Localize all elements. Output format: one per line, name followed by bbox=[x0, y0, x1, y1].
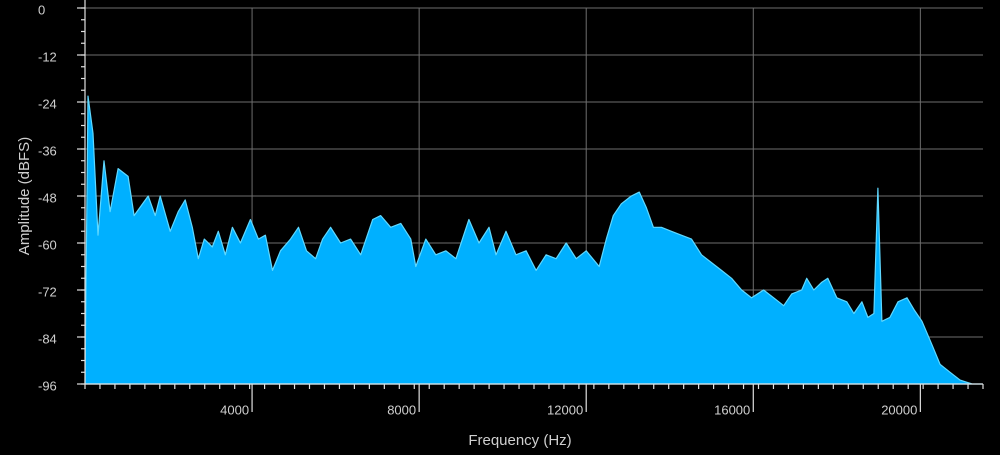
y-tick-label: -96 bbox=[38, 378, 57, 393]
y-tick-label: -60 bbox=[38, 237, 57, 252]
x-tick-label: 4000 bbox=[220, 402, 249, 417]
x-axis-title: Frequency (Hz) bbox=[468, 432, 571, 449]
spectrum-area bbox=[84, 95, 983, 385]
y-axis-title: Amplitude (dBFS) bbox=[16, 137, 33, 255]
x-tick-label: 20000 bbox=[881, 402, 917, 417]
x-tick-label: 12000 bbox=[547, 402, 583, 417]
y-tick-label: -72 bbox=[38, 284, 57, 299]
y-tick-label: -36 bbox=[38, 143, 57, 158]
y-tick-label: 0 bbox=[38, 2, 45, 17]
x-tick-label: 16000 bbox=[714, 402, 750, 417]
y-tick-label: -12 bbox=[38, 49, 57, 64]
y-tick-label: -24 bbox=[38, 96, 57, 111]
plot-area bbox=[84, 95, 983, 385]
y-tick-label: -48 bbox=[38, 190, 57, 205]
y-tick-label: -84 bbox=[38, 331, 57, 346]
axes: 0 -12 -24 -36 -48 -60 -72 -84 -96 4000 8000 12000 16… bbox=[38, 0, 984, 417]
x-tick-label: 8000 bbox=[387, 402, 416, 417]
